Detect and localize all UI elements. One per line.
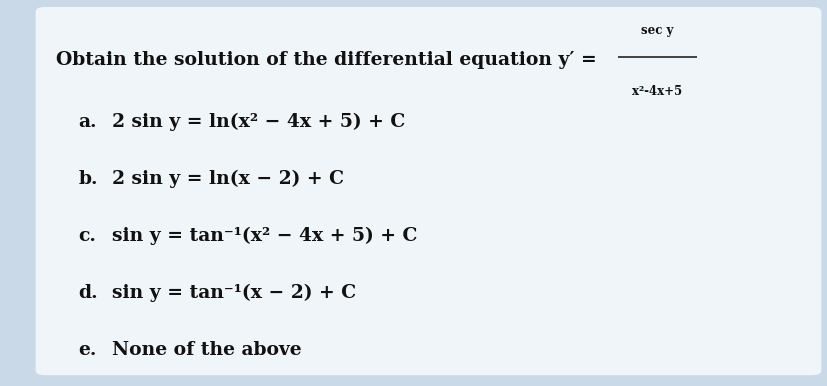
Text: 2 sin y = ln(x² − 4x + 5) + C: 2 sin y = ln(x² − 4x + 5) + C [112,112,404,131]
Text: 2 sin y = ln(x − 2) + C: 2 sin y = ln(x − 2) + C [112,169,343,188]
Text: x²-4x+5: x²-4x+5 [632,85,681,98]
Text: a.: a. [79,113,97,130]
Text: sec y: sec y [640,24,672,37]
Text: sin y = tan⁻¹(x² − 4x + 5) + C: sin y = tan⁻¹(x² − 4x + 5) + C [112,227,417,245]
Text: None of the above: None of the above [112,341,301,359]
Text: b.: b. [79,170,98,188]
Text: Obtain the solution of the differential equation y′ =: Obtain the solution of the differential … [56,51,603,69]
Text: c.: c. [79,227,97,245]
Text: e.: e. [79,341,97,359]
Text: sin y = tan⁻¹(x − 2) + C: sin y = tan⁻¹(x − 2) + C [112,284,356,302]
Text: d.: d. [79,284,98,302]
FancyBboxPatch shape [36,7,820,375]
